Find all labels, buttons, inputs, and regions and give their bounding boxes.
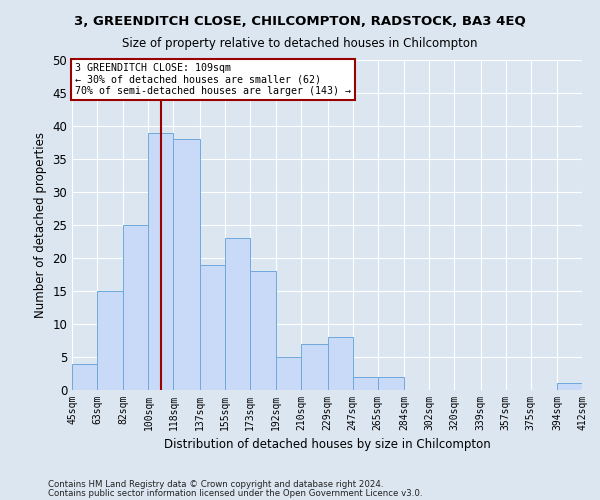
Bar bbox=[328, 337, 353, 390]
Bar bbox=[173, 139, 200, 390]
Bar bbox=[353, 377, 378, 390]
Bar bbox=[378, 377, 404, 390]
Bar bbox=[124, 225, 148, 390]
Text: Size of property relative to detached houses in Chilcompton: Size of property relative to detached ho… bbox=[122, 38, 478, 51]
Bar bbox=[72, 364, 97, 390]
Bar bbox=[200, 264, 225, 390]
Text: Contains public sector information licensed under the Open Government Licence v3: Contains public sector information licen… bbox=[48, 488, 422, 498]
Bar bbox=[250, 271, 276, 390]
Text: Contains HM Land Registry data © Crown copyright and database right 2024.: Contains HM Land Registry data © Crown c… bbox=[48, 480, 383, 489]
X-axis label: Distribution of detached houses by size in Chilcompton: Distribution of detached houses by size … bbox=[164, 438, 490, 452]
Text: 3 GREENDITCH CLOSE: 109sqm
← 30% of detached houses are smaller (62)
70% of semi: 3 GREENDITCH CLOSE: 109sqm ← 30% of deta… bbox=[75, 64, 351, 96]
Bar bbox=[97, 291, 124, 390]
Bar bbox=[148, 132, 173, 390]
Y-axis label: Number of detached properties: Number of detached properties bbox=[34, 132, 47, 318]
Bar bbox=[557, 384, 582, 390]
Bar bbox=[225, 238, 250, 390]
Bar bbox=[276, 357, 301, 390]
Bar bbox=[301, 344, 328, 390]
Text: 3, GREENDITCH CLOSE, CHILCOMPTON, RADSTOCK, BA3 4EQ: 3, GREENDITCH CLOSE, CHILCOMPTON, RADSTO… bbox=[74, 15, 526, 28]
